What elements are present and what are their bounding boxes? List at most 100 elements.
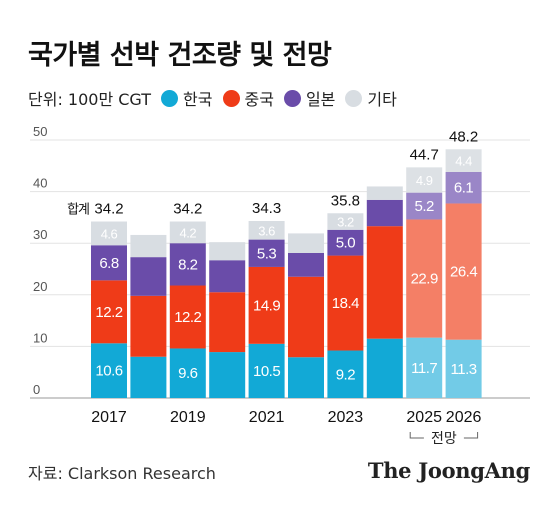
data-label: 10.5 (253, 363, 280, 380)
legend-swatch-china (222, 89, 240, 107)
bar-segment (91, 343, 127, 398)
legend-swatch-japan (283, 89, 301, 107)
legend: 단위: 100만 CGT 한국 중국 일본 기타 (28, 86, 407, 110)
legend-label-korea: 한국 (183, 90, 213, 109)
bar-segment (327, 229, 364, 256)
legend-label-japan: 일본 (305, 90, 336, 109)
data-label: 10.6 (95, 363, 122, 380)
bar-segment (209, 352, 246, 398)
forecast-label: 전망 (431, 431, 457, 447)
y-tick-label: 0 (33, 382, 40, 397)
y-tick-label: 20 (33, 279, 47, 294)
data-label: 5.3 (257, 245, 277, 262)
bar-segment (366, 338, 403, 398)
bar-segment (91, 221, 127, 246)
total-label: 34.2 (173, 201, 202, 218)
bar-segment (406, 337, 443, 398)
data-label: 6.1 (454, 180, 474, 197)
x-tick-label: 2025 (406, 409, 442, 426)
data-label: 4.9 (416, 173, 433, 188)
total-prefix: 합계 (67, 203, 89, 218)
bar-segment (327, 255, 364, 351)
forecast-bracket-left (409, 432, 424, 439)
legend-item-china: 중국 (222, 86, 274, 110)
data-label: 8.2 (178, 256, 198, 273)
source-note: 자료: Clarkson Research (28, 464, 216, 483)
data-label: 22.9 (411, 271, 438, 288)
data-label: 11.3 (451, 361, 477, 378)
bar-segment (248, 266, 285, 344)
bar-segment (209, 292, 246, 353)
y-tick-label: 40 (33, 176, 47, 191)
x-tick-label: 2017 (91, 409, 127, 426)
data-label: 6.8 (99, 255, 119, 272)
data-label: 5.2 (415, 198, 435, 215)
bar-segment (169, 348, 206, 398)
legend-swatch-others (345, 89, 363, 107)
bar-segment (445, 339, 482, 398)
bar-segment (209, 260, 246, 293)
legend-item-japan: 일본 (283, 86, 336, 110)
bar-segment (366, 199, 403, 227)
data-label: 11.7 (411, 360, 437, 377)
unit-label: 단위: 100만 CGT (28, 90, 152, 109)
bar-segment (288, 253, 324, 277)
bar-segment (169, 243, 206, 286)
bar-segment (288, 233, 324, 254)
bar-segment (248, 343, 285, 398)
forecast-bracket-right (463, 432, 479, 439)
legend-label-others: 기타 (367, 90, 397, 109)
bar-segment (130, 234, 167, 258)
total-label: 48.2 (449, 128, 478, 145)
legend-item-korea: 한국 (161, 86, 213, 110)
brand-logo: The JoongAng (367, 458, 530, 483)
total-label: 34.3 (252, 200, 281, 217)
data-label: 9.2 (336, 366, 356, 383)
bar-segment (169, 221, 206, 244)
y-tick-label: 50 (33, 124, 47, 139)
total-label: 35.8 (331, 192, 360, 209)
legend-item-others: 기타 (345, 86, 397, 110)
y-tick-label: 30 (33, 227, 47, 242)
data-label: 12.2 (174, 309, 201, 326)
legend-swatch-korea (161, 89, 179, 107)
chart-title: 국가별 선박 건조량 및 전망 (28, 40, 332, 71)
data-label: 12.2 (95, 304, 122, 321)
bar-segment (327, 213, 364, 230)
x-tick-label: 2019 (170, 409, 206, 426)
bar-segment (366, 186, 403, 200)
data-label: 9.6 (178, 365, 198, 382)
bar-segment (169, 285, 206, 349)
total-label: 44.7 (410, 146, 439, 163)
total-label: 34.2 (94, 201, 123, 218)
data-label: 26.4 (450, 264, 477, 281)
bar-segment (248, 239, 285, 267)
x-tick-label: 2023 (328, 409, 364, 426)
bar-segment (209, 242, 246, 261)
bar-segment (445, 149, 482, 172)
bar-segment (130, 356, 167, 398)
bar-segment (366, 226, 403, 339)
data-label: 3.6 (258, 223, 275, 238)
bar-segment (288, 276, 324, 358)
bar-segment (130, 295, 167, 357)
y-tick-label: 10 (33, 330, 47, 345)
bar-segment (248, 221, 285, 240)
data-label: 5.0 (336, 235, 356, 252)
bar-segment (406, 192, 443, 220)
data-label: 4.6 (101, 226, 118, 241)
x-tick-label: 2021 (249, 409, 285, 426)
data-label: 18.4 (332, 295, 359, 312)
bar-segment (130, 257, 167, 296)
bar-segment (445, 171, 482, 204)
bar-segment (288, 357, 324, 398)
data-label: 4.4 (455, 154, 472, 169)
x-tick-label: 2026 (446, 409, 482, 426)
bar-segment (91, 245, 127, 281)
bar-segment (406, 167, 443, 193)
bar-segment (445, 203, 482, 340)
data-label: 4.2 (180, 225, 197, 240)
data-label: 3.2 (337, 215, 354, 230)
bar-segment (91, 280, 127, 344)
